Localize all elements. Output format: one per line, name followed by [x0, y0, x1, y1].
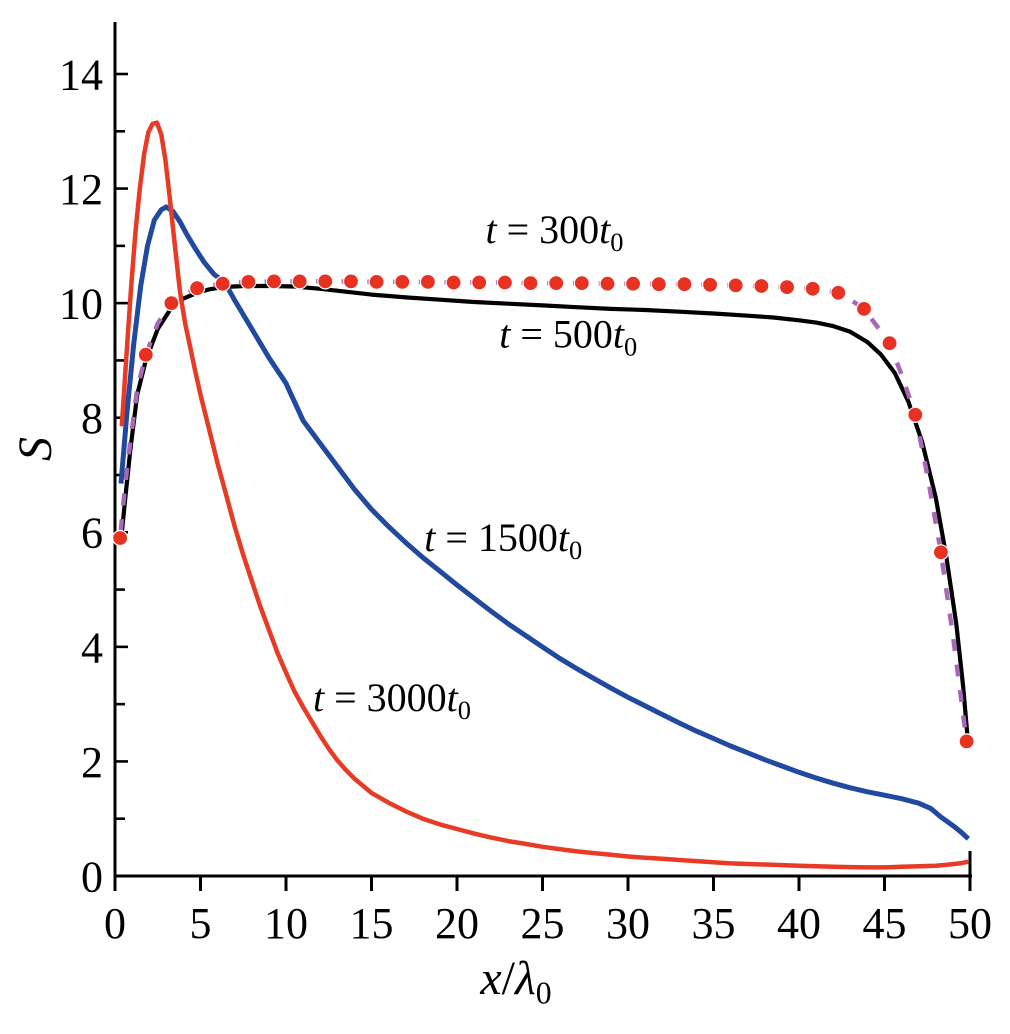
label-t500: t = 500t0 — [499, 311, 637, 361]
curve-labels: t = 300t0 t = 500t0 t = 1500t0 t = 3000t0 — [313, 207, 637, 725]
x-tick-label: 5 — [190, 899, 212, 948]
series-markers — [111, 273, 975, 750]
y-axis: 0 2 4 6 8 10 12 14 — [59, 50, 128, 901]
series-t300-marker — [907, 406, 924, 423]
label-t3000: t = 3000t0 — [313, 675, 471, 725]
series-t300-marker — [753, 277, 770, 295]
x-axis-title: x/λ0 — [479, 952, 551, 1011]
series-t3000-line — [119, 120, 969, 870]
series-t300-marker — [932, 544, 950, 561]
series-t300-marker — [676, 276, 693, 293]
label-t1500: t = 1500t0 — [424, 515, 582, 565]
series-t300-marker — [830, 284, 847, 301]
x-tick-label: 50 — [948, 899, 992, 948]
y-tick-label: 2 — [81, 738, 103, 787]
series-t300-marker — [111, 529, 129, 547]
series-t1500-line — [118, 204, 970, 841]
x-tick-label: 0 — [104, 899, 126, 948]
series-t300-marker — [650, 276, 667, 293]
series-t300-marker — [496, 274, 513, 291]
y-tick-label: 6 — [81, 509, 103, 558]
x-tick-label: 20 — [435, 899, 479, 948]
y-tick-label: 4 — [81, 623, 103, 672]
x-axis: 0 5 10 15 20 25 30 35 40 45 50 — [104, 876, 992, 948]
x-tick-label: 15 — [350, 899, 394, 948]
series-t300-marker — [471, 274, 488, 291]
series-t300-marker — [522, 275, 539, 292]
series-t300-marker — [137, 346, 154, 363]
x-tick-label: 30 — [606, 899, 650, 948]
series-t300-marker — [624, 275, 642, 292]
series-t300-marker — [265, 273, 283, 290]
y-tick-label: 10 — [59, 280, 103, 329]
y-tick-label: 8 — [81, 394, 103, 443]
x-tick-label: 35 — [692, 899, 736, 948]
series-t300-marker — [419, 273, 436, 290]
series-t300-marker — [701, 276, 719, 293]
series-t300-marker — [573, 275, 590, 292]
y-tick-label: 14 — [59, 50, 103, 99]
series-t300-marker — [855, 300, 873, 317]
series-t300-marker — [214, 275, 231, 292]
series-t500-line — [118, 283, 970, 736]
series-t300-marker — [548, 275, 565, 292]
series-t300-marker — [317, 273, 334, 290]
y-tick-label: 12 — [59, 165, 103, 214]
series-t300-marker — [804, 280, 821, 297]
y-tick-label: 0 — [81, 852, 103, 901]
series-t300-marker — [368, 273, 385, 290]
x-tick-label: 10 — [264, 899, 308, 948]
series-t300-marker — [599, 275, 616, 292]
series-t300-marker — [342, 273, 360, 290]
series-t300-marker — [291, 273, 308, 290]
x-tick-label: 25 — [521, 899, 565, 948]
series-t300-marker — [881, 335, 898, 352]
x-tick-label: 40 — [777, 899, 821, 948]
series-t300-marker — [778, 279, 796, 296]
y-axis-title: S — [9, 437, 62, 461]
series-t300-marker — [727, 277, 744, 294]
label-t300: t = 300t0 — [485, 207, 623, 257]
series-t300-marker — [240, 273, 257, 290]
series-t300-marker — [958, 733, 975, 750]
series-t300-marker — [189, 280, 206, 297]
series-t300-marker — [394, 273, 411, 290]
series-t300-marker — [163, 295, 180, 312]
series-t300-marker — [445, 274, 462, 291]
x-tick-label: 45 — [863, 899, 907, 948]
